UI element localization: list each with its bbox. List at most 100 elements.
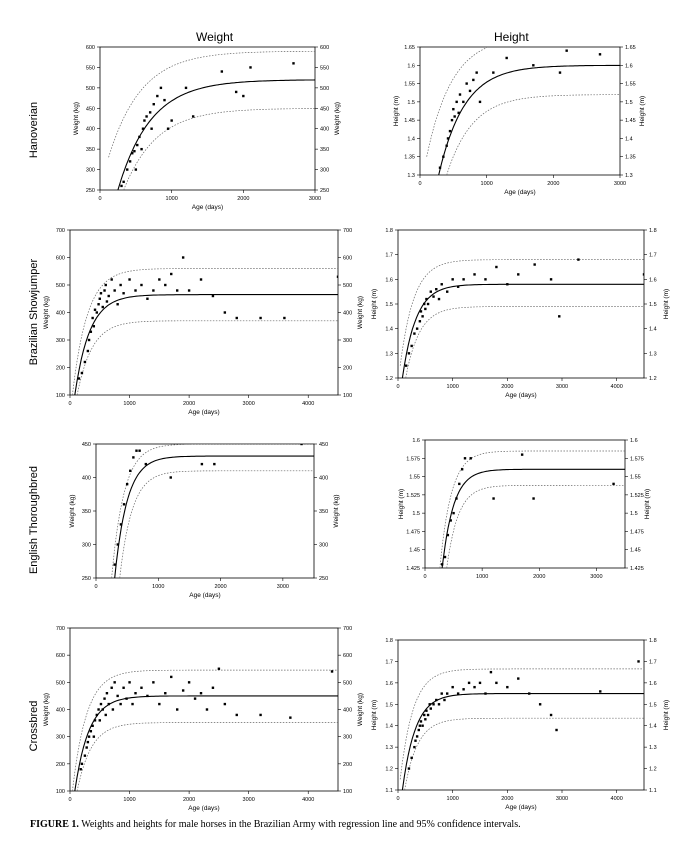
y-tick-label-right: 1.35: [625, 155, 636, 161]
column-title-height: Height: [494, 30, 529, 44]
data-point: [520, 453, 524, 456]
data-point: [458, 482, 461, 486]
y-tick-label-left: 500: [56, 283, 65, 289]
data-point: [462, 278, 465, 281]
x-tick-label: 2000: [237, 196, 249, 202]
data-point: [336, 275, 338, 278]
data-point: [469, 457, 472, 460]
x-axis-label: Age (days): [188, 409, 219, 416]
plot-area: [399, 258, 644, 378]
panel-hanoverian-weight: 0 1000 2000 3000 250 250 300 300 350 350 400 400 450…: [73, 45, 341, 211]
y-tick-label-left: 300: [56, 735, 65, 741]
data-point: [105, 300, 109, 303]
data-point: [145, 115, 148, 118]
data-point: [104, 713, 107, 717]
data-point: [181, 256, 185, 259]
data-point: [110, 686, 113, 689]
x-tick-label: 4000: [302, 797, 314, 803]
y-tick-label-left: 1.8: [385, 228, 393, 234]
y-tick-label-left: 600: [56, 653, 65, 659]
y-tick-label-left: 1.45: [409, 548, 420, 554]
data-point: [119, 283, 122, 287]
data-point: [415, 327, 419, 330]
y-tick-label-left: 1.3: [385, 745, 393, 751]
y-tick-label-left: 1.6: [385, 681, 393, 687]
x-tick-label: 3000: [243, 797, 255, 803]
data-point: [259, 316, 262, 320]
y-tick-label-right: 600: [320, 45, 329, 51]
y-tick-label-right: 300: [319, 543, 328, 549]
data-point: [176, 289, 179, 292]
x-tick-label: 2000: [547, 181, 559, 187]
data-point: [116, 694, 119, 698]
data-point: [113, 563, 116, 566]
y-tick-label-right: 1.6: [649, 277, 657, 283]
data-point: [235, 713, 238, 717]
regression-line: [441, 468, 625, 568]
data-point: [97, 303, 100, 306]
data-point: [99, 292, 103, 295]
data-point: [152, 289, 155, 292]
regression-line: [438, 64, 620, 175]
y-tick-label-right: 1.5: [625, 100, 633, 106]
data-point: [300, 444, 303, 446]
data-point: [128, 681, 131, 684]
x-tick-label: 1000: [166, 196, 178, 202]
y-tick-label-left: 1.5: [385, 702, 393, 708]
y-tick-label-left: 1.35: [404, 155, 415, 161]
data-point: [152, 103, 155, 106]
data-point: [87, 735, 91, 738]
x-tick-label: 0: [396, 796, 399, 802]
data-point: [505, 56, 508, 60]
plot-area: [439, 450, 625, 568]
y-tick-label-right: 700: [343, 626, 352, 632]
data-point: [120, 184, 123, 188]
data-point: [456, 285, 460, 288]
data-point: [467, 681, 471, 685]
data-point: [249, 66, 252, 69]
y-tick-label-left: 200: [56, 366, 65, 372]
data-point: [111, 708, 115, 711]
data-point: [463, 457, 467, 460]
data-point: [143, 119, 146, 122]
plot-frame: [69, 229, 339, 396]
data-point: [492, 71, 495, 74]
y-axis-label-left: Weight (kg): [73, 102, 80, 135]
y-tick-label-right: 1.3: [649, 351, 657, 357]
data-point: [410, 344, 413, 348]
x-tick-label: 1000: [123, 797, 135, 803]
regression-line: [401, 283, 644, 378]
y-tick-label-left: 250: [82, 576, 91, 582]
y-tick-label-right: 1.4: [625, 136, 633, 142]
data-point: [446, 692, 449, 695]
y-axis-label-left: Height (m): [371, 700, 378, 730]
data-point: [438, 166, 442, 169]
data-point: [122, 292, 125, 295]
data-point: [170, 119, 173, 122]
y-tick-label-left: 1.5: [407, 100, 415, 106]
data-point: [166, 127, 170, 130]
data-point: [407, 352, 411, 355]
data-point: [136, 143, 139, 147]
y-tick-label-left: 1.5: [412, 511, 420, 517]
panel-crossbred-weight: 0 1000 2000 3000 4000 100 100 200 200 300 300 400 40…: [43, 626, 364, 812]
y-tick-label-right: 1.2: [649, 376, 657, 382]
x-tick-label: 3000: [556, 384, 568, 390]
data-point: [164, 692, 167, 695]
data-point: [134, 168, 138, 171]
y-tick-label-right: 600: [343, 256, 352, 262]
data-point: [549, 713, 553, 717]
data-point: [429, 290, 432, 293]
x-tick-label: 3000: [243, 401, 255, 407]
ci-upper-line: [426, 47, 490, 157]
data-point: [176, 708, 179, 711]
data-point: [122, 503, 126, 506]
data-point: [410, 756, 413, 760]
panel-brazilian-showjumper-height: 0 1000 2000 3000 4000 1.2 1.2 1.3 1.3 1.4 1.4 1.5 1.…: [371, 228, 670, 399]
data-point: [93, 308, 97, 311]
y-tick-label-left: 1.6: [412, 438, 420, 444]
plot-frame: [397, 229, 645, 379]
x-tick-label: 2000: [183, 797, 195, 803]
data-point: [413, 745, 416, 749]
ci-upper-line: [399, 668, 644, 780]
